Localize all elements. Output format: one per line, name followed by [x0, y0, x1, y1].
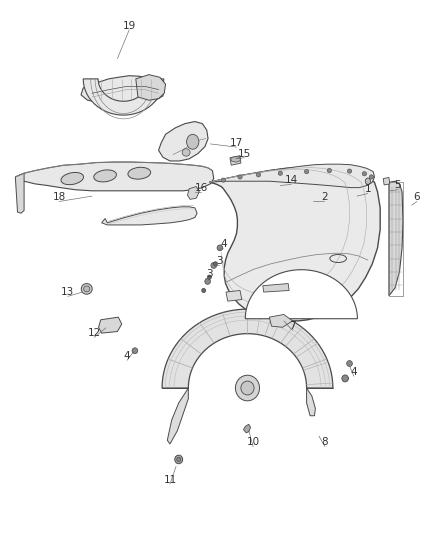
Ellipse shape: [214, 262, 217, 266]
Polygon shape: [83, 79, 164, 115]
Ellipse shape: [182, 149, 190, 156]
Ellipse shape: [235, 375, 259, 401]
Ellipse shape: [84, 286, 90, 292]
Text: 13: 13: [61, 287, 74, 297]
Text: 8: 8: [321, 438, 328, 447]
Ellipse shape: [362, 172, 367, 176]
Polygon shape: [136, 75, 166, 100]
Text: 15: 15: [238, 149, 251, 158]
Text: 10: 10: [247, 438, 260, 447]
Text: 4: 4: [220, 239, 227, 249]
Polygon shape: [99, 317, 122, 333]
Polygon shape: [244, 424, 251, 433]
Text: 12: 12: [88, 328, 101, 338]
Ellipse shape: [128, 167, 151, 179]
Text: 4: 4: [124, 351, 131, 361]
Text: 14: 14: [285, 175, 298, 185]
Ellipse shape: [365, 178, 371, 184]
Ellipse shape: [187, 134, 199, 149]
Ellipse shape: [211, 263, 216, 269]
Polygon shape: [209, 166, 380, 321]
Polygon shape: [187, 187, 199, 199]
Ellipse shape: [241, 381, 254, 395]
Polygon shape: [383, 177, 390, 185]
Text: 5: 5: [394, 181, 401, 190]
Polygon shape: [245, 270, 357, 319]
Polygon shape: [226, 290, 242, 301]
Ellipse shape: [81, 284, 92, 294]
Polygon shape: [167, 388, 188, 444]
Text: 2: 2: [321, 192, 328, 202]
Text: 3: 3: [206, 270, 213, 279]
Polygon shape: [159, 122, 208, 161]
Ellipse shape: [94, 170, 117, 182]
Text: 7: 7: [289, 321, 296, 331]
Polygon shape: [102, 207, 197, 225]
Ellipse shape: [221, 178, 226, 182]
Polygon shape: [162, 309, 333, 388]
Polygon shape: [209, 164, 374, 188]
Ellipse shape: [208, 275, 212, 279]
Ellipse shape: [61, 173, 84, 184]
Polygon shape: [230, 156, 241, 165]
Text: 18: 18: [53, 192, 66, 202]
Ellipse shape: [347, 169, 352, 173]
Ellipse shape: [256, 173, 261, 177]
Text: 11: 11: [163, 475, 177, 484]
Polygon shape: [269, 314, 293, 327]
Text: 19: 19: [123, 21, 136, 30]
Ellipse shape: [217, 245, 223, 251]
Ellipse shape: [304, 169, 309, 174]
Text: 3: 3: [215, 256, 223, 266]
Ellipse shape: [327, 168, 332, 173]
Polygon shape: [263, 284, 289, 292]
Ellipse shape: [205, 279, 211, 285]
Ellipse shape: [132, 348, 138, 354]
Text: 4: 4: [350, 367, 357, 377]
Text: 6: 6: [413, 192, 420, 202]
Polygon shape: [81, 76, 164, 104]
Text: 1: 1: [364, 184, 371, 194]
Ellipse shape: [231, 157, 240, 162]
Ellipse shape: [201, 288, 206, 293]
Polygon shape: [389, 181, 403, 296]
Polygon shape: [307, 388, 315, 416]
Ellipse shape: [342, 375, 349, 382]
Ellipse shape: [175, 455, 183, 464]
Text: 16: 16: [195, 183, 208, 192]
Ellipse shape: [238, 175, 242, 179]
Ellipse shape: [278, 171, 283, 175]
Ellipse shape: [177, 457, 180, 462]
Polygon shape: [15, 173, 24, 213]
Ellipse shape: [347, 361, 352, 367]
Text: 17: 17: [230, 138, 243, 148]
Polygon shape: [15, 162, 214, 191]
Ellipse shape: [369, 175, 374, 179]
